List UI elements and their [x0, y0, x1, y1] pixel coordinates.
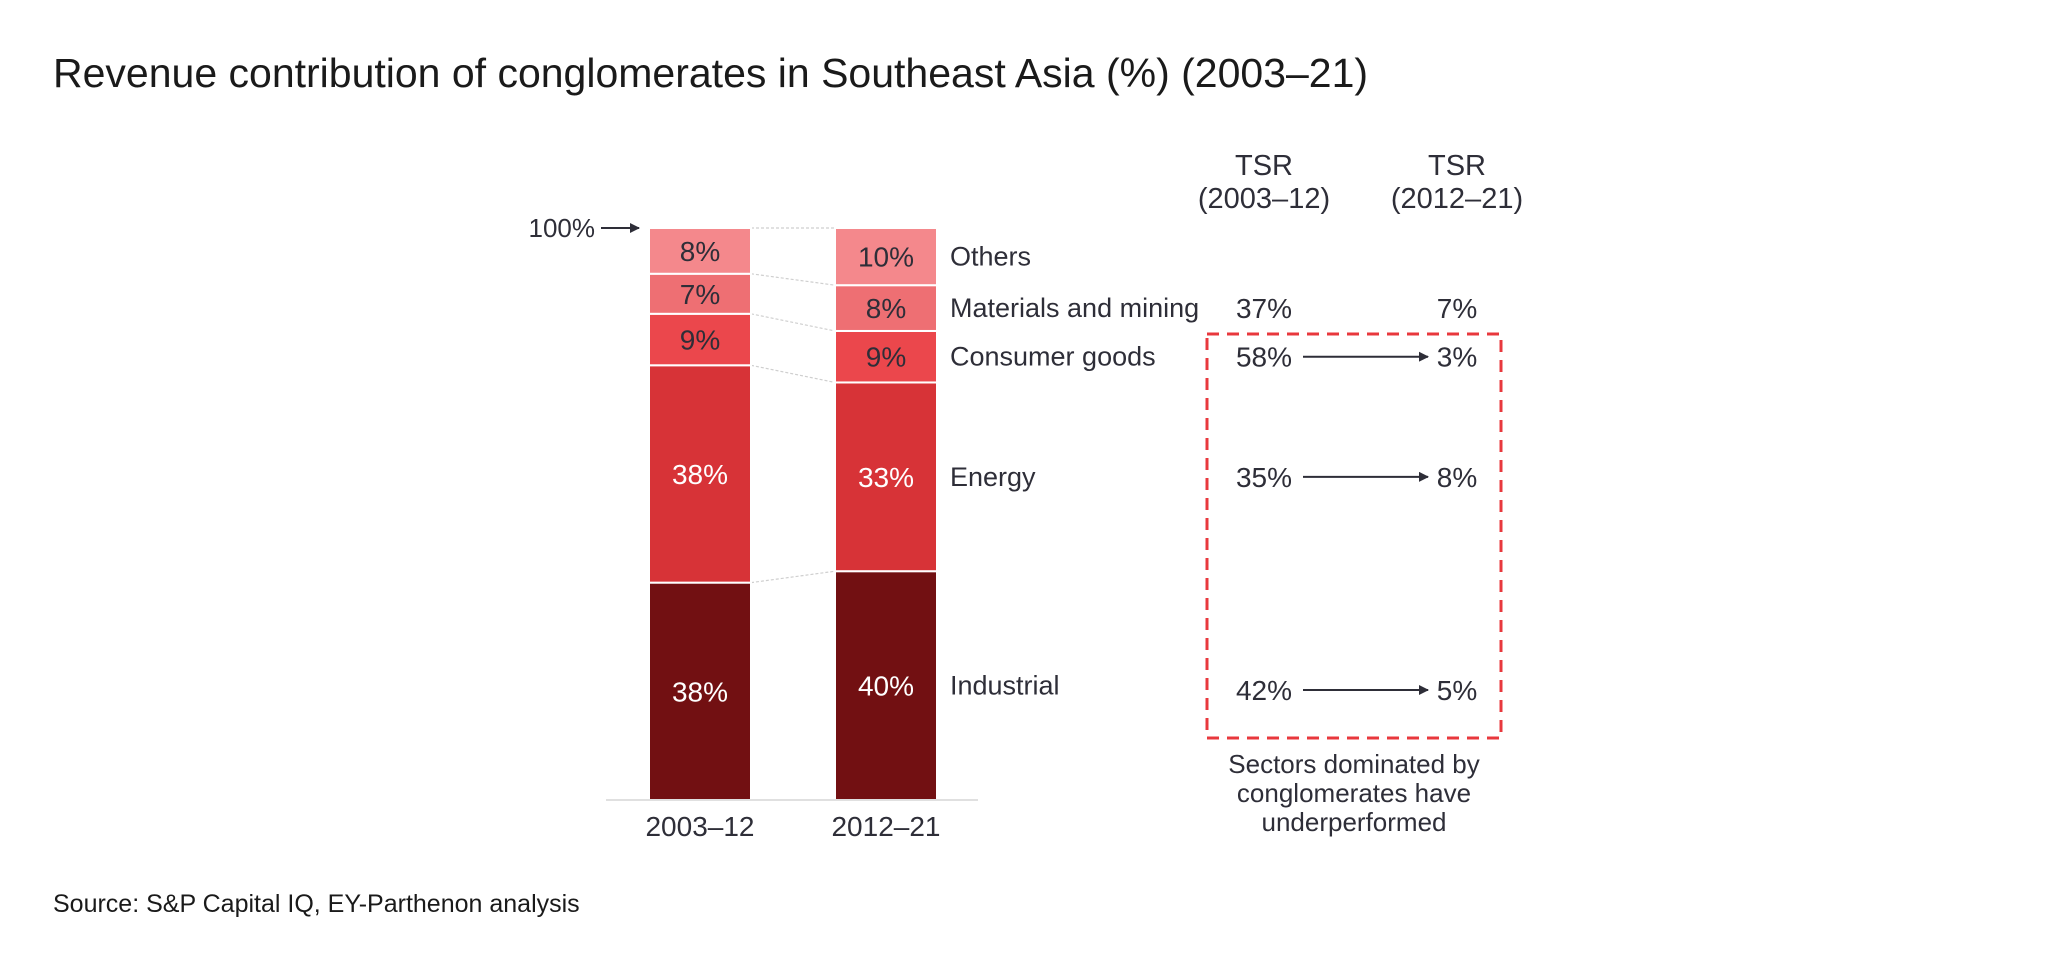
bar-segment-others [648, 227, 752, 275]
tsr-value-2012-21: 5% [1437, 675, 1477, 706]
bar-segment-materials-and-mining [648, 272, 752, 315]
tsr-value-2012-21: 8% [1437, 462, 1477, 493]
highlight-box [1205, 332, 1503, 740]
data-label: 33% [858, 462, 914, 493]
bar-segment-industrial [834, 570, 938, 802]
chart-title: Revenue contribution of conglomerates in… [53, 50, 1369, 96]
tsr-value-2012-21: 3% [1437, 342, 1477, 373]
legend-label: Industrial [950, 671, 1060, 701]
data-label: 7% [680, 279, 720, 310]
data-label: 40% [858, 671, 914, 702]
legend-label: Energy [950, 462, 1036, 492]
data-label: 9% [866, 342, 906, 373]
tsr-value-2003-12: 35% [1236, 462, 1292, 493]
tsr-value-2003-12: 37% [1236, 293, 1292, 324]
data-label: 10% [858, 242, 914, 273]
bar-segment-others [834, 227, 938, 287]
connector-line [750, 313, 836, 332]
bar-segment-energy [648, 364, 752, 584]
data-label: 8% [680, 236, 720, 267]
x-tick-label: 2012–21 [831, 811, 940, 842]
tsr-header: TSR (2012–21) [1391, 150, 1523, 215]
bar-segment-consumer-goods [648, 312, 752, 367]
connector-line [750, 273, 836, 286]
data-label: 8% [866, 293, 906, 324]
legend-label: Materials and mining [950, 293, 1199, 323]
tsr-header: TSR (2003–12) [1198, 150, 1330, 215]
bar-segment-industrial [648, 581, 752, 802]
data-label: 9% [680, 325, 720, 356]
legend-label: Others [950, 242, 1031, 272]
connector-line [750, 364, 836, 384]
source-note: Source: S&P Capital IQ, EY-Parthenon ana… [53, 890, 580, 918]
legend-label: Consumer goods [950, 342, 1156, 372]
tsr-value-2003-12: 58% [1236, 342, 1292, 373]
data-label: 38% [672, 459, 728, 490]
y-marker-label: 100% [529, 213, 596, 243]
data-label: 38% [672, 676, 728, 707]
tsr-value-2012-21: 7% [1437, 293, 1477, 324]
bar-segment-materials-and-mining [834, 284, 938, 332]
annotation-text: Sectors dominated by conglomerates have un… [1228, 749, 1479, 837]
x-tick-label: 2003–12 [645, 811, 754, 842]
tsr-value-2003-12: 42% [1236, 675, 1292, 706]
connector-line [750, 570, 836, 584]
